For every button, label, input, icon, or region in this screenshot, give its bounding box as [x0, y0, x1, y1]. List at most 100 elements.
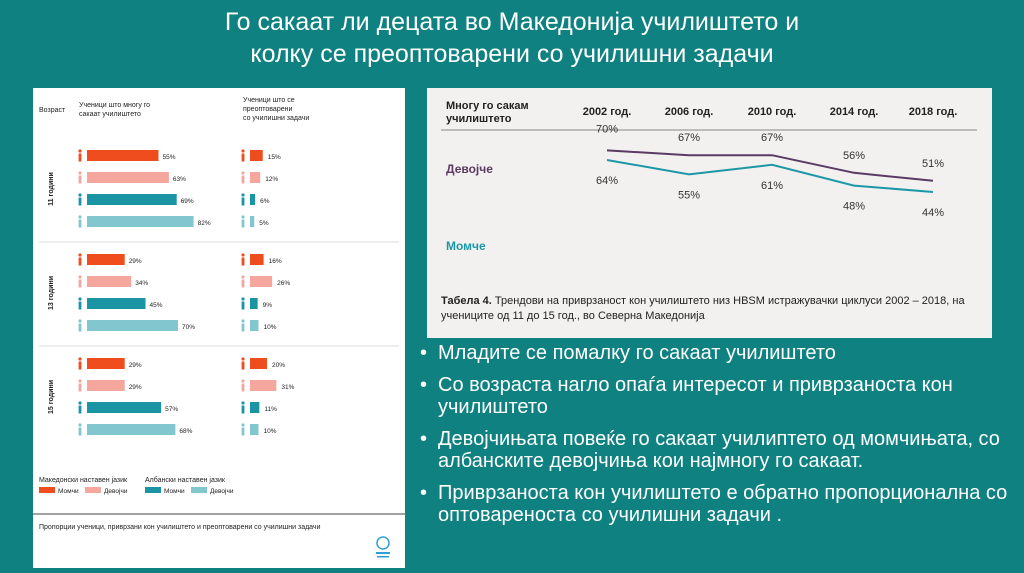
bar-like — [87, 276, 132, 287]
bar-value: 29% — [129, 384, 142, 391]
table-header-line: училиштето — [446, 113, 512, 125]
bar-value: 31% — [281, 384, 294, 391]
person-icon — [241, 401, 245, 405]
bar-pressure — [250, 216, 255, 227]
person-icon — [78, 149, 82, 153]
column-header-age: Возраст — [39, 107, 66, 114]
person-icon — [78, 153, 82, 162]
data-label: 44% — [922, 207, 944, 219]
person-icon — [241, 197, 245, 206]
bullet-item: Приврзаноста кон училиштето е обратно пр… — [418, 482, 1018, 526]
bar-value: 10% — [264, 324, 277, 331]
person-icon — [241, 193, 245, 197]
person-icon — [78, 323, 82, 332]
bar-pressure — [250, 150, 263, 161]
person-icon — [241, 171, 245, 175]
person-icon — [78, 361, 82, 370]
bar-value: 70% — [182, 324, 195, 331]
bar-like — [87, 358, 125, 369]
bar-value: 68% — [179, 428, 192, 435]
column-header-pressure: со училишни задачи — [243, 115, 309, 122]
bar-value: 63% — [173, 176, 186, 183]
bar-like — [87, 402, 162, 413]
year-header: 2006 год. — [665, 106, 714, 118]
person-icon — [241, 423, 245, 427]
person-icon — [241, 301, 245, 310]
bullet-item: Девојчињата повеќе го сакаат училиптето … — [418, 428, 1018, 472]
bullet-item: Со возраста нагло опаѓа интересот и прив… — [418, 374, 1018, 418]
person-icon — [78, 193, 82, 197]
bar-value: 10% — [264, 428, 277, 435]
person-icon — [241, 149, 245, 153]
bar-value: 45% — [150, 302, 163, 309]
bullet-item: Младите се помалку го сакаат училиштето — [418, 342, 1018, 364]
caption-text: Трендови на приврзаност кон училиштето н… — [441, 295, 965, 322]
title-line-1: Го сакаат ли децата во Македонија училиш… — [224, 8, 800, 36]
title-line-2: колку се преоптоварени со училишни задач… — [250, 40, 774, 68]
age-label: 15 години — [48, 380, 55, 414]
trend-table: Многу го сакам училиштето 2002 год. 2006 го… — [427, 88, 992, 338]
year-header: 2014 год. — [830, 106, 879, 118]
bar-value: 69% — [181, 198, 194, 205]
person-icon — [241, 379, 245, 383]
girls-row-label: Девојче — [446, 162, 493, 176]
bar-like — [87, 320, 178, 331]
bar-value: 5% — [259, 220, 269, 227]
bar-value: 20% — [272, 362, 285, 369]
person-icon — [78, 379, 82, 383]
year-header: 2002 год. — [583, 106, 632, 118]
person-icon — [241, 215, 245, 219]
bar-value: 29% — [129, 362, 142, 369]
person-icon — [241, 257, 245, 266]
unicef-logo — [376, 536, 390, 558]
person-icon — [78, 171, 82, 175]
bar-like — [87, 150, 159, 161]
data-label: 70% — [596, 123, 618, 135]
bar-value: 82% — [198, 220, 211, 227]
bar-value: 15% — [268, 154, 281, 161]
person-icon — [241, 427, 245, 436]
bar-value: 16% — [269, 258, 282, 265]
data-label: 67% — [761, 132, 783, 144]
bar-pressure — [250, 320, 259, 331]
column-header-pressure: преоптоварени — [243, 106, 292, 113]
legend-swatch — [39, 487, 55, 493]
person-icon — [78, 257, 82, 266]
bar-value: 12% — [265, 176, 278, 183]
footer-text: Пропорции ученици, приврзани кон училишт… — [39, 524, 321, 531]
bar-pressure — [250, 402, 260, 413]
data-label: 51% — [922, 158, 944, 170]
person-icon — [78, 297, 82, 301]
legend-label: Момчи — [58, 488, 79, 495]
person-icon — [78, 427, 82, 436]
table-caption: Табела 4. Трендови на приврзаност кон уч… — [441, 294, 981, 324]
person-icon — [78, 197, 82, 206]
person-icon — [78, 405, 82, 414]
bar-pressure — [250, 276, 273, 287]
person-icon — [241, 319, 245, 323]
year-header: 2010 год. — [748, 106, 797, 118]
person-icon — [78, 401, 82, 405]
person-icon — [241, 153, 245, 162]
data-label: 67% — [678, 132, 700, 144]
legend-title: Албански наставен јазик — [145, 476, 226, 484]
person-icon — [78, 301, 82, 310]
bar-value: 6% — [260, 198, 270, 205]
bullet-list: Младите се помалку го сакаат училиштето … — [418, 342, 1018, 536]
person-icon — [241, 297, 245, 301]
person-icon — [78, 383, 82, 392]
bar-like — [87, 298, 146, 309]
legend-swatch — [191, 487, 207, 493]
bar-value: 55% — [163, 154, 176, 161]
bar-value: 26% — [277, 280, 290, 287]
person-icon — [78, 275, 82, 279]
bar-like — [87, 194, 177, 205]
person-icon — [241, 361, 245, 370]
person-icon — [78, 215, 82, 219]
bar-pressure — [250, 298, 258, 309]
unicef-logo-mark — [376, 552, 390, 554]
slide-title: Го сакаат ли децата во Македонија училиш… — [0, 6, 1024, 70]
bar-pressure — [250, 380, 277, 391]
caption-label: Табела 4. — [441, 295, 492, 307]
